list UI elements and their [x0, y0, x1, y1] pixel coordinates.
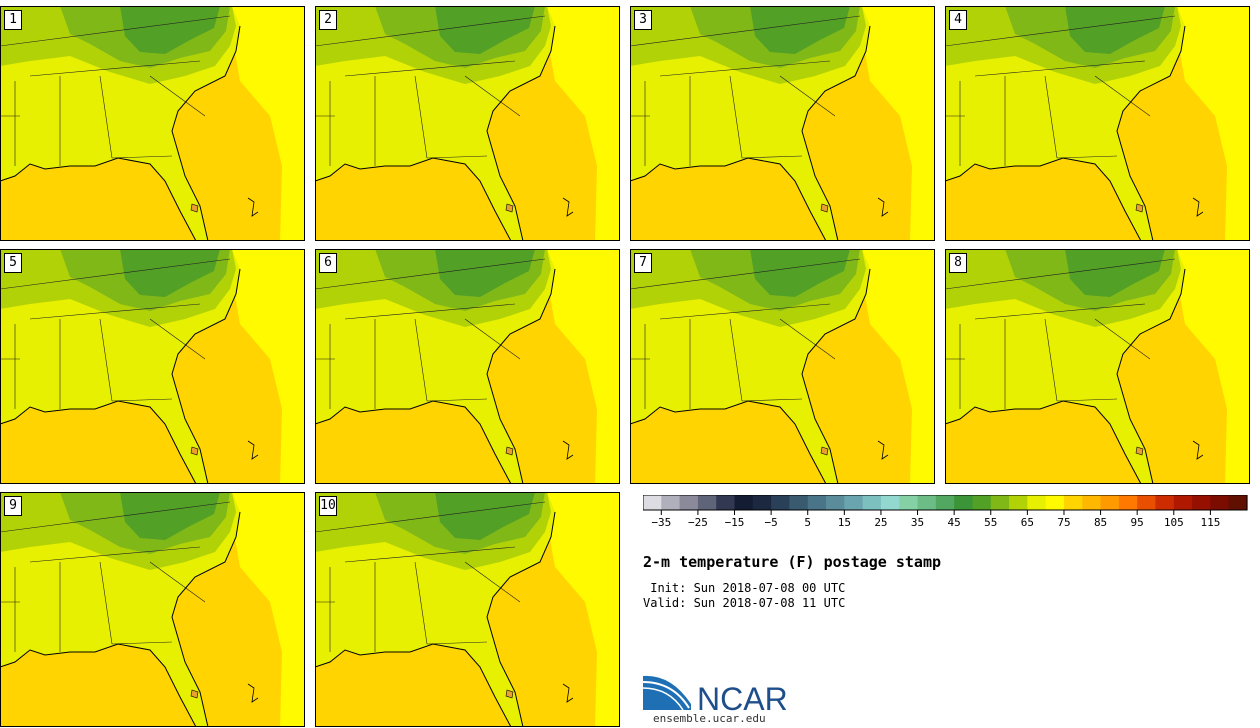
colorbar-swatch [752, 495, 772, 510]
member-number: 8 [949, 253, 967, 273]
member-panel-8: 8 [945, 249, 1250, 484]
colorbar-tick-label: −35 [651, 516, 671, 529]
logo-url: ensemble.ucar.edu [653, 712, 766, 725]
member-panel-5: 5 [0, 249, 305, 484]
colorbar-swatch [990, 495, 1010, 510]
colorbar-swatch [1118, 495, 1138, 510]
colorbar-swatch [679, 495, 699, 510]
colorbar-tick-label: 85 [1094, 516, 1107, 529]
member-number: 7 [634, 253, 652, 273]
colorbar-swatch [826, 495, 845, 510]
member-number: 1 [4, 10, 22, 30]
colorbar-tick-label: 25 [874, 516, 887, 529]
member-panel-6: 6 [315, 249, 620, 484]
member-panel-1: 1 [0, 6, 305, 241]
colorbar-swatch [771, 495, 791, 510]
temperature-colorbar: −35 −25 −15 −5 5 15 25 35 45 55 65 75 85 95 105 115 [643, 495, 1248, 529]
colorbar-swatch [1045, 495, 1065, 510]
member-panel-3: 3 [630, 6, 935, 241]
member-number: 6 [319, 253, 337, 273]
figure-title: 2-m temperature (F) postage stamp [643, 553, 942, 571]
member-number: 4 [949, 10, 967, 30]
colorbar-swatch [1100, 495, 1120, 510]
colorbar-tick-label: 65 [1021, 516, 1034, 529]
member-panel-10: 10 [315, 492, 620, 727]
colorbar-swatch [643, 495, 662, 510]
colorbar-swatch [1155, 495, 1175, 510]
colorbar-swatch [1082, 495, 1102, 510]
colorbar-tick-label: 15 [838, 516, 851, 529]
ncar-logo-text: NCAR [697, 681, 788, 714]
colorbar-outline [643, 495, 1248, 511]
colorbar-swatch [899, 495, 919, 510]
colorbar-swatch [1009, 495, 1028, 510]
colorbar-swatch [844, 495, 864, 510]
colorbar-swatch [917, 495, 937, 510]
colorbar-swatch [697, 495, 717, 510]
member-number: 10 [319, 496, 337, 516]
colorbar-tick-label: 5 [804, 516, 811, 529]
ncar-logo: NCAR [643, 675, 788, 714]
colorbar-tick-label: 55 [984, 516, 997, 529]
colorbar-tick-label: 105 [1164, 516, 1184, 529]
colorbar-tick-label: −15 [725, 516, 745, 529]
colorbar-swatch [1210, 495, 1230, 510]
member-number: 9 [4, 496, 22, 516]
colorbar-swatch [807, 495, 827, 510]
colorbar-swatch [935, 495, 955, 510]
colorbar-swatch [1192, 495, 1211, 510]
valid-time: Valid: Sun 2018-07-08 11 UTC [643, 596, 846, 610]
colorbar-swatch [661, 495, 681, 510]
init-time: Init: Sun 2018-07-08 00 UTC [643, 581, 846, 595]
member-number: 5 [4, 253, 22, 273]
colorbar-swatch [1137, 495, 1157, 510]
colorbar-swatch [1173, 495, 1193, 510]
member-panel-9: 9 [0, 492, 305, 727]
member-number: 3 [634, 10, 652, 30]
colorbar-tick-label: −5 [764, 516, 777, 529]
colorbar-swatch [1228, 495, 1248, 510]
colorbar-swatch [789, 495, 809, 510]
member-panel-2: 2 [315, 6, 620, 241]
colorbar-tick-label: 45 [948, 516, 961, 529]
member-number: 2 [319, 10, 337, 30]
colorbar-tick-label: 35 [911, 516, 924, 529]
colorbar-swatch [972, 495, 992, 510]
member-panel-7: 7 [630, 249, 935, 484]
colorbar-tick-label: −25 [688, 516, 708, 529]
colorbar-tick-label: 95 [1131, 516, 1144, 529]
colorbar-swatch [1063, 495, 1083, 510]
colorbar-swatch [1027, 495, 1047, 510]
colorbar-tick-label: 115 [1200, 516, 1220, 529]
member-panel-4: 4 [945, 6, 1250, 241]
colorbar-tick-label: 75 [1057, 516, 1070, 529]
colorbar-swatch [716, 495, 736, 510]
colorbar-swatch [880, 495, 900, 510]
colorbar-swatch [734, 495, 754, 510]
colorbar-swatch [862, 495, 882, 510]
colorbar-swatch [954, 495, 974, 510]
